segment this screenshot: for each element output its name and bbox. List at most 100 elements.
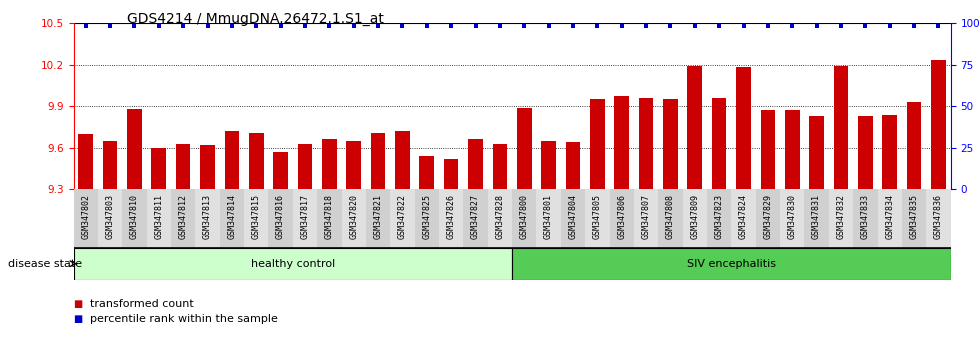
Bar — [614, 97, 629, 189]
Point — [321, 23, 337, 29]
Bar — [127, 109, 142, 189]
Point — [736, 23, 752, 29]
Point — [858, 23, 873, 29]
Bar — [858, 116, 872, 189]
Point — [784, 23, 800, 29]
Text: GSM347809: GSM347809 — [690, 194, 700, 239]
Text: GSM347805: GSM347805 — [593, 194, 602, 239]
Bar — [395, 131, 410, 189]
Point — [272, 23, 288, 29]
Point — [224, 23, 240, 29]
Point — [906, 23, 922, 29]
Point — [102, 23, 118, 29]
Bar — [224, 131, 239, 189]
Bar — [439, 189, 464, 248]
Bar — [419, 156, 434, 189]
Point — [151, 23, 167, 29]
Text: GSM347820: GSM347820 — [349, 194, 358, 239]
Bar — [829, 189, 854, 248]
Bar — [512, 189, 536, 248]
Bar — [171, 189, 195, 248]
Point — [638, 23, 654, 29]
Bar — [707, 189, 731, 248]
Bar — [175, 144, 190, 189]
Bar — [854, 189, 877, 248]
Text: GSM347821: GSM347821 — [373, 194, 382, 239]
Bar — [663, 99, 678, 189]
Bar — [322, 139, 337, 189]
Bar — [220, 189, 244, 248]
Bar — [318, 189, 341, 248]
Point — [346, 23, 362, 29]
Text: disease state: disease state — [8, 259, 82, 269]
Bar — [468, 139, 483, 189]
Bar — [565, 142, 580, 189]
Text: GSM347830: GSM347830 — [788, 194, 797, 239]
Text: GSM347800: GSM347800 — [519, 194, 529, 239]
Point — [882, 23, 898, 29]
Text: healthy control: healthy control — [251, 259, 335, 269]
Bar — [488, 189, 512, 248]
Point — [77, 23, 93, 29]
Text: GSM347817: GSM347817 — [301, 194, 310, 239]
Point — [516, 23, 532, 29]
Text: ■: ■ — [74, 314, 82, 324]
Text: GSM347806: GSM347806 — [617, 194, 626, 239]
Text: GSM347804: GSM347804 — [568, 194, 577, 239]
Text: GSM347801: GSM347801 — [544, 194, 553, 239]
Text: GSM347803: GSM347803 — [106, 194, 115, 239]
Bar — [98, 189, 122, 248]
Text: GSM347802: GSM347802 — [81, 194, 90, 239]
Bar — [78, 134, 93, 189]
Bar — [152, 148, 166, 189]
Text: GSM347814: GSM347814 — [227, 194, 236, 239]
Bar — [659, 189, 683, 248]
Bar — [585, 189, 610, 248]
Point — [931, 23, 947, 29]
Bar — [736, 67, 751, 189]
Text: GSM347831: GSM347831 — [812, 194, 821, 239]
Bar — [541, 141, 556, 189]
Bar — [809, 116, 824, 189]
Bar — [634, 189, 659, 248]
Bar — [805, 189, 829, 248]
Text: GDS4214 / MmugDNA.26472.1.S1_at: GDS4214 / MmugDNA.26472.1.S1_at — [127, 12, 384, 27]
Point — [370, 23, 386, 29]
Point — [760, 23, 776, 29]
Bar — [366, 189, 390, 248]
Bar — [74, 189, 98, 248]
Text: GSM347807: GSM347807 — [642, 194, 651, 239]
Text: GSM347818: GSM347818 — [324, 194, 334, 239]
Text: GSM347811: GSM347811 — [154, 194, 164, 239]
Bar — [122, 189, 147, 248]
Bar — [269, 189, 293, 248]
Bar — [906, 102, 921, 189]
Text: transformed count: transformed count — [90, 299, 194, 309]
Point — [248, 23, 264, 29]
Bar — [370, 132, 385, 189]
Bar — [74, 248, 512, 280]
Bar — [731, 189, 756, 248]
Bar — [147, 189, 171, 248]
Bar — [877, 189, 902, 248]
Bar — [293, 189, 318, 248]
Bar — [249, 132, 264, 189]
Point — [200, 23, 216, 29]
Point — [711, 23, 727, 29]
Bar — [902, 189, 926, 248]
Bar — [785, 110, 800, 189]
Text: GSM347813: GSM347813 — [203, 194, 212, 239]
Bar — [390, 189, 415, 248]
Text: GSM347808: GSM347808 — [666, 194, 675, 239]
Bar — [536, 189, 561, 248]
Bar — [516, 108, 531, 189]
Bar — [882, 115, 897, 189]
Point — [565, 23, 581, 29]
Text: GSM347824: GSM347824 — [739, 194, 748, 239]
Point — [467, 23, 483, 29]
Point — [590, 23, 606, 29]
Bar — [639, 98, 654, 189]
Point — [833, 23, 849, 29]
Text: GSM347829: GSM347829 — [763, 194, 772, 239]
Point — [808, 23, 824, 29]
